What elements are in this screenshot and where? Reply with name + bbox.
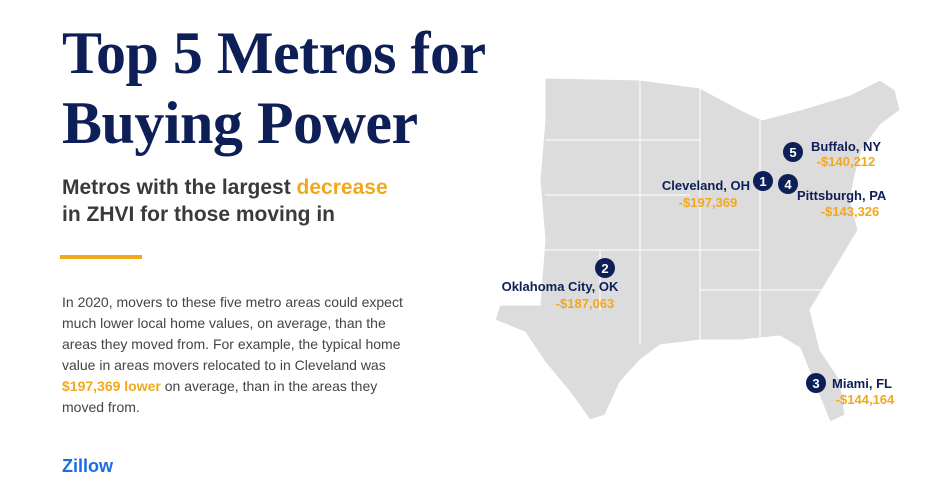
title-line: Top 5 Metros for xyxy=(62,20,486,86)
rank-number: 5 xyxy=(789,145,796,160)
rank-badge xyxy=(806,373,826,393)
body-line: value in areas movers relocated to in Cl… xyxy=(62,357,386,373)
rank-badge xyxy=(778,174,798,194)
subtitle-line: in ZHVI for those moving in xyxy=(62,203,335,226)
metro-value: -$143,326 xyxy=(821,204,880,219)
rank-badge xyxy=(753,171,773,191)
metro-value: -$187,063 xyxy=(556,296,615,311)
subtitle-highlight: decrease xyxy=(296,176,388,199)
body-text: on average, than in the areas they xyxy=(164,378,378,394)
rank-number: 2 xyxy=(601,261,608,276)
rank-badge xyxy=(783,142,803,162)
rank-number: 4 xyxy=(784,177,792,192)
divider xyxy=(60,255,142,259)
metro-value: -$144,164 xyxy=(836,392,895,407)
body-line: areas they moved from. For example, the … xyxy=(62,336,401,352)
subtitle: Metros with the largest decrease in ZHVI… xyxy=(62,174,388,228)
rank-number: 1 xyxy=(759,174,766,189)
metro-name: Buffalo, NY xyxy=(811,139,881,154)
rank-number: 3 xyxy=(812,376,819,391)
metro-value: -$140,212 xyxy=(817,154,876,169)
body-text: In 2020, movers to these five metro area… xyxy=(62,292,403,418)
subtitle-text: Metros with the largest xyxy=(62,176,291,199)
subtitle-line: Metros with the largest decrease xyxy=(62,174,388,201)
metro-name: Miami, FL xyxy=(832,376,892,391)
metro-name: Pittsburgh, PA xyxy=(797,188,887,203)
body-line: moved from. xyxy=(62,399,140,415)
body-line: $197,369 lower on average, than in the a… xyxy=(62,376,403,397)
body-highlight: $197,369 lower xyxy=(62,378,161,394)
body-line: much lower local home values, on average… xyxy=(62,315,386,331)
title: Top 5 Metros for Buying Power xyxy=(62,18,486,158)
title-line: Buying Power xyxy=(62,90,418,156)
metro-value: -$197,369 xyxy=(679,195,738,210)
metro-name: Cleveland, OH xyxy=(662,178,750,193)
metro-name: Oklahoma City, OK xyxy=(502,279,619,294)
rank-badge xyxy=(595,258,615,278)
body-line: In 2020, movers to these five metro area… xyxy=(62,294,403,310)
